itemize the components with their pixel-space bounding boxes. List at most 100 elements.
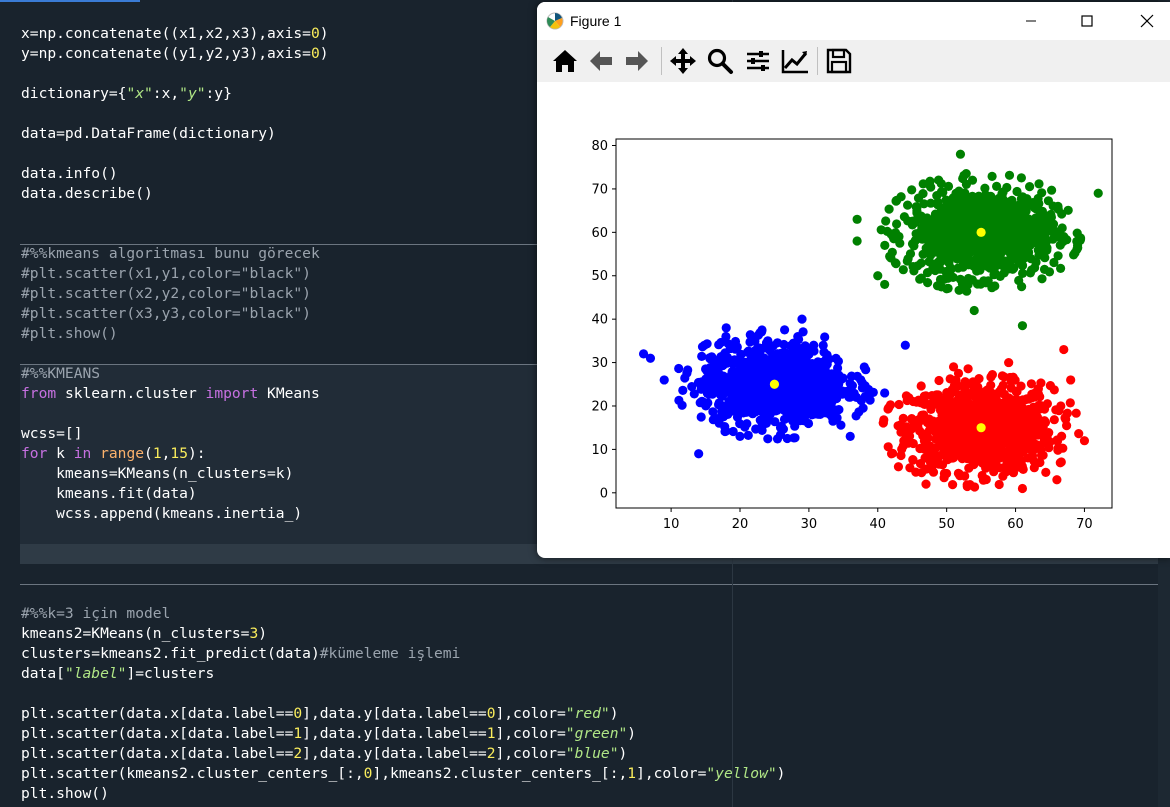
code-line[interactable]: wcss.append(kmeans.inertia_) — [21, 504, 302, 524]
code-line[interactable]: #plt.scatter(x2,y2,color="black") — [21, 284, 311, 304]
code-line[interactable]: data["label"]=clusters — [21, 664, 214, 684]
data-point — [1063, 205, 1073, 215]
data-point — [996, 223, 1006, 233]
code-token: import — [205, 385, 259, 402]
code-line[interactable]: for k in range(1,15): — [21, 444, 206, 464]
data-point — [847, 381, 857, 391]
code-line[interactable]: plt.show() — [21, 784, 109, 804]
data-point — [712, 373, 722, 383]
code-token: wcss=[] — [21, 425, 83, 442]
code-line[interactable]: #%%kmeans algoritması bunu görecek — [21, 244, 320, 264]
code-token: #plt.scatter(x2,y2,color="black") — [21, 285, 311, 302]
code-line[interactable]: from sklearn.cluster import KMeans — [21, 384, 320, 404]
data-point — [953, 468, 963, 478]
figure-window[interactable]: Figure 1 — [537, 2, 1170, 558]
code-token: 1 — [486, 725, 496, 742]
code-line[interactable]: #%%k=3 için model — [21, 604, 170, 624]
save-icon — [826, 48, 852, 74]
code-line[interactable]: wcss=[] — [21, 424, 83, 444]
code-line[interactable]: data.describe() — [21, 184, 153, 204]
scatter-chart[interactable]: 10 20 30 40 50 60 70 0 10 20 30 40 50 60 70 80 — [537, 82, 1170, 558]
data-point — [1038, 424, 1048, 434]
forward-button[interactable] — [620, 44, 654, 78]
data-point — [975, 411, 985, 421]
code-token: 1 — [293, 725, 303, 742]
data-point — [931, 390, 942, 400]
code-token: 15 — [170, 445, 188, 462]
code-token: :y} — [205, 85, 232, 102]
configure-subplots-icon — [747, 51, 769, 71]
data-point — [1053, 227, 1063, 237]
data-point — [970, 199, 980, 209]
data-point — [1022, 194, 1032, 204]
code-line[interactable]: plt.scatter(kmeans2.cluster_centers_[:,0… — [21, 764, 785, 784]
code-line[interactable]: y=np.concatenate((y1,y2,y3),axis=0) — [21, 44, 329, 64]
data-point — [993, 231, 1003, 241]
data-point — [1004, 208, 1014, 218]
data-point — [981, 474, 991, 485]
data-point — [799, 382, 809, 392]
data-point — [968, 456, 978, 466]
code-token: range — [100, 445, 145, 462]
code-token: ],color= — [495, 705, 566, 722]
code-line[interactable]: #plt.scatter(x1,y1,color="black") — [21, 264, 311, 284]
code-line[interactable]: plt.scatter(data.x[data.label==1],data.y… — [21, 724, 636, 744]
data-point — [943, 254, 953, 264]
pan-button[interactable] — [666, 44, 700, 78]
data-point — [957, 454, 967, 464]
data-point — [934, 434, 944, 444]
code-line[interactable]: plt.scatter(data.x[data.label==2],data.y… — [21, 744, 627, 764]
maximize-button[interactable] — [1064, 2, 1110, 40]
code-line[interactable]: #%%KMEANS — [21, 364, 100, 384]
data-point — [786, 367, 796, 377]
data-point — [1029, 463, 1039, 473]
x-tick-label: 70 — [1076, 517, 1093, 532]
data-point — [1012, 427, 1022, 437]
code-line[interactable]: clusters=kmeans2.fit_predict(data)#kümel… — [21, 644, 460, 664]
code-line[interactable]: kmeans.fit(data) — [21, 484, 197, 504]
plot-area[interactable]: 10 20 30 40 50 60 70 0 10 20 30 40 50 60 70 80 — [537, 82, 1170, 558]
data-point — [1039, 231, 1049, 241]
data-point — [720, 426, 730, 437]
code-token: plt.scatter(data.x[data.label== — [21, 745, 294, 762]
code-line[interactable]: plt.scatter(data.x[data.label==0],data.y… — [21, 704, 619, 724]
data-point — [1025, 240, 1035, 250]
code-token: "red" — [565, 705, 610, 722]
edit-axes-button[interactable] — [778, 44, 812, 78]
code-line[interactable]: data.info() — [21, 164, 118, 184]
minimize-button[interactable] — [1008, 2, 1054, 40]
code-line[interactable]: dictionary={"x":x,"y":y} — [21, 84, 232, 104]
home-button[interactable] — [548, 44, 582, 78]
code-token: 0 — [310, 25, 320, 42]
code-token: y=np.concatenate((y1,y2,y3),axis= — [21, 45, 311, 62]
data-point — [987, 224, 997, 234]
pan-icon — [670, 48, 696, 74]
code-line[interactable]: data=pd.DataFrame(dictionary) — [21, 124, 276, 144]
data-point — [892, 219, 902, 229]
code-line[interactable]: #plt.show() — [21, 324, 118, 344]
data-point — [851, 392, 862, 402]
code-token: 2 — [486, 745, 496, 762]
x-tick-label: 50 — [938, 517, 955, 532]
zoom-button[interactable] — [703, 44, 737, 78]
data-point — [937, 414, 947, 424]
data-point — [1041, 467, 1051, 477]
data-point — [1079, 436, 1090, 446]
save-button[interactable] — [822, 44, 856, 78]
data-point — [674, 363, 684, 374]
data-point — [949, 198, 960, 208]
data-point — [1009, 403, 1019, 413]
code-line[interactable]: x=np.concatenate((x1,x2,x3),axis=0) — [21, 24, 329, 44]
data-point — [903, 200, 913, 210]
code-line[interactable]: kmeans=KMeans(n_clusters=k) — [21, 464, 293, 484]
title-bar[interactable]: Figure 1 — [537, 2, 1170, 40]
close-button[interactable] — [1124, 2, 1170, 40]
data-point — [732, 380, 742, 390]
data-point — [990, 269, 1001, 279]
configure-subplots-button[interactable] — [741, 44, 775, 78]
code-line[interactable]: #plt.scatter(x3,y3,color="black") — [21, 304, 311, 324]
data-point — [1052, 436, 1063, 446]
code-line[interactable]: kmeans2=KMeans(n_clusters=3) — [21, 624, 267, 644]
data-point — [969, 305, 979, 316]
back-button[interactable] — [584, 44, 618, 78]
